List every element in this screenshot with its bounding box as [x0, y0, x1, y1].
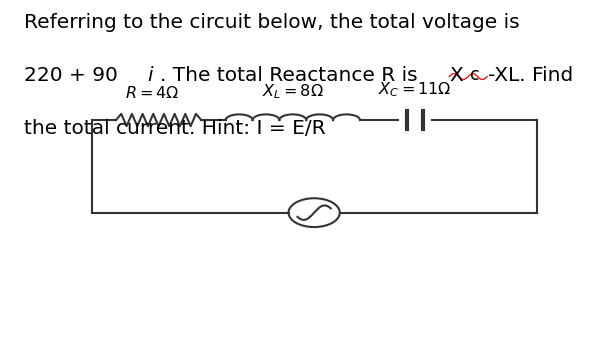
Text: . The total Reactance R is: . The total Reactance R is [160, 66, 424, 85]
Text: the total current. Hint: I = E/R: the total current. Hint: I = E/R [24, 119, 326, 138]
Text: i: i [148, 66, 153, 85]
Text: $X_C = 11\Omega$: $X_C = 11\Omega$ [378, 81, 451, 99]
Text: X: X [449, 66, 463, 85]
Text: $R = 4\Omega$: $R = 4\Omega$ [125, 85, 180, 101]
Text: c: c [470, 66, 479, 84]
Text: Referring to the circuit below, the total voltage is: Referring to the circuit below, the tota… [24, 13, 520, 32]
Text: -XL. Find: -XL. Find [488, 66, 573, 85]
Text: $X_L = 8\Omega$: $X_L = 8\Omega$ [262, 82, 324, 101]
Text: 220 + 90: 220 + 90 [24, 66, 118, 85]
